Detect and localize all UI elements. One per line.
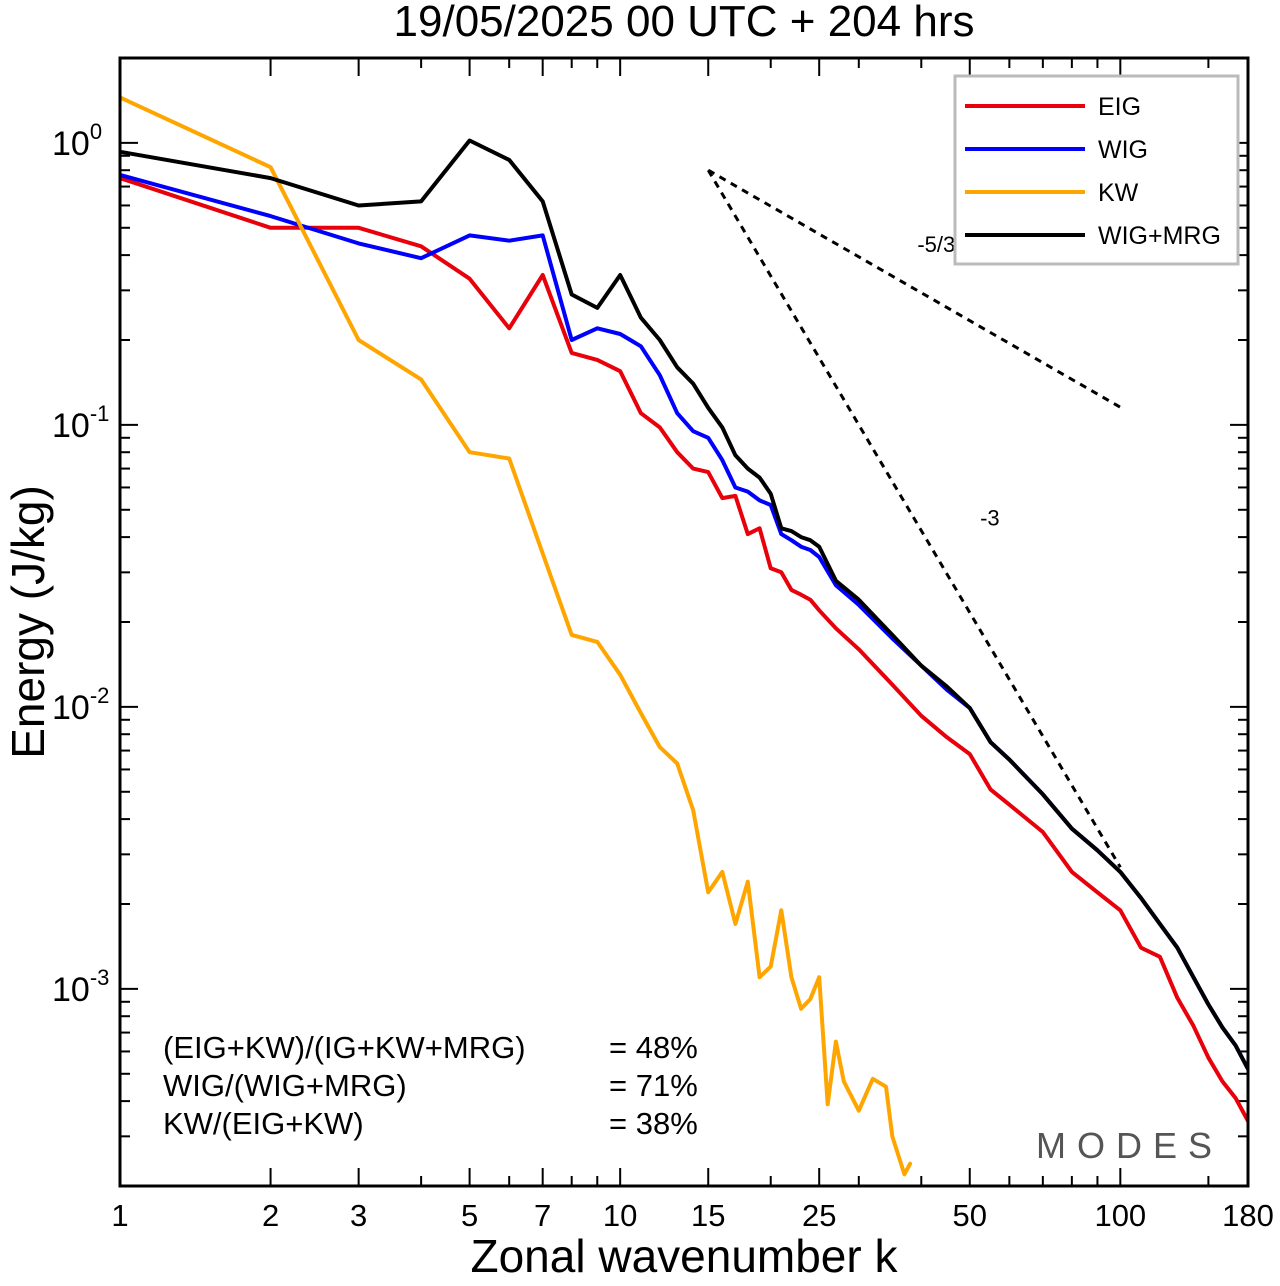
legend-label: EIG — [1098, 93, 1141, 121]
modes-watermark: MODES — [1036, 1125, 1223, 1166]
plot-frame — [118, 56, 1250, 1188]
ratio-value: = 71% — [609, 1068, 698, 1103]
x-tick-label: 180 — [1222, 1198, 1274, 1233]
x-tick-label: 5 — [461, 1198, 478, 1233]
x-tick-label: 7 — [534, 1198, 551, 1233]
series-line-eig — [120, 176, 1248, 1123]
reference-slope-line — [706, 169, 1122, 869]
ratio-label: KW/(EIG+KW) — [163, 1106, 364, 1141]
axis-tick-labels: 1 2 3 5 7 10 15 25 50 100 180 100 10-1 10-2 10-3 — [52, 119, 1274, 1233]
reference-slope-label: -3 — [980, 506, 1000, 531]
legend-label: WIG — [1098, 136, 1148, 164]
y-tick-label: 10-1 — [52, 401, 109, 445]
y-axis-label: Energy (J/kg) — [2, 485, 54, 759]
series-line-kw — [120, 95, 913, 1177]
x-tick-label: 1 — [111, 1198, 128, 1233]
y-tick-label: 10-3 — [52, 965, 109, 1009]
x-tick-label: 2 — [262, 1198, 279, 1233]
series-line-wig-mrg — [120, 138, 1248, 1071]
x-tick-label: 100 — [1094, 1198, 1146, 1233]
ratio-annotations: (EIG+KW)/(IG+KW+MRG) = 48% WIG/(WIG+MRG) = … — [163, 1030, 698, 1141]
series-line-wig — [120, 172, 1248, 1071]
y-tick-label: 10-2 — [52, 683, 109, 727]
x-axis-label: Zonal wavenumber k — [471, 1230, 899, 1281]
x-tick-label: 10 — [603, 1198, 637, 1233]
reference-slope-label: -5/3 — [917, 232, 955, 257]
reference-slopes: -5/3 -3 — [706, 168, 1122, 869]
axis-ticks — [119, 58, 1249, 1186]
legend-label: WIG+MRG — [1098, 222, 1221, 250]
ratio-label: WIG/(WIG+MRG) — [163, 1068, 407, 1103]
data-series — [120, 95, 1248, 1177]
ratio-value: = 48% — [609, 1030, 698, 1065]
y-tick-label: 100 — [52, 119, 102, 163]
reference-slope-line — [707, 168, 1122, 409]
x-tick-label: 50 — [953, 1198, 987, 1233]
ratio-label: (EIG+KW)/(IG+KW+MRG) — [163, 1030, 526, 1065]
chart-title: 19/05/2025 00 UTC + 204 hrs — [394, 0, 975, 46]
x-tick-label: 15 — [691, 1198, 725, 1233]
legend-label: KW — [1098, 179, 1139, 207]
x-tick-label: 25 — [802, 1198, 836, 1233]
ratio-value: = 38% — [609, 1106, 698, 1141]
legend: EIG WIG KW WIG+MRG — [953, 74, 1240, 266]
x-tick-label: 3 — [350, 1198, 367, 1233]
